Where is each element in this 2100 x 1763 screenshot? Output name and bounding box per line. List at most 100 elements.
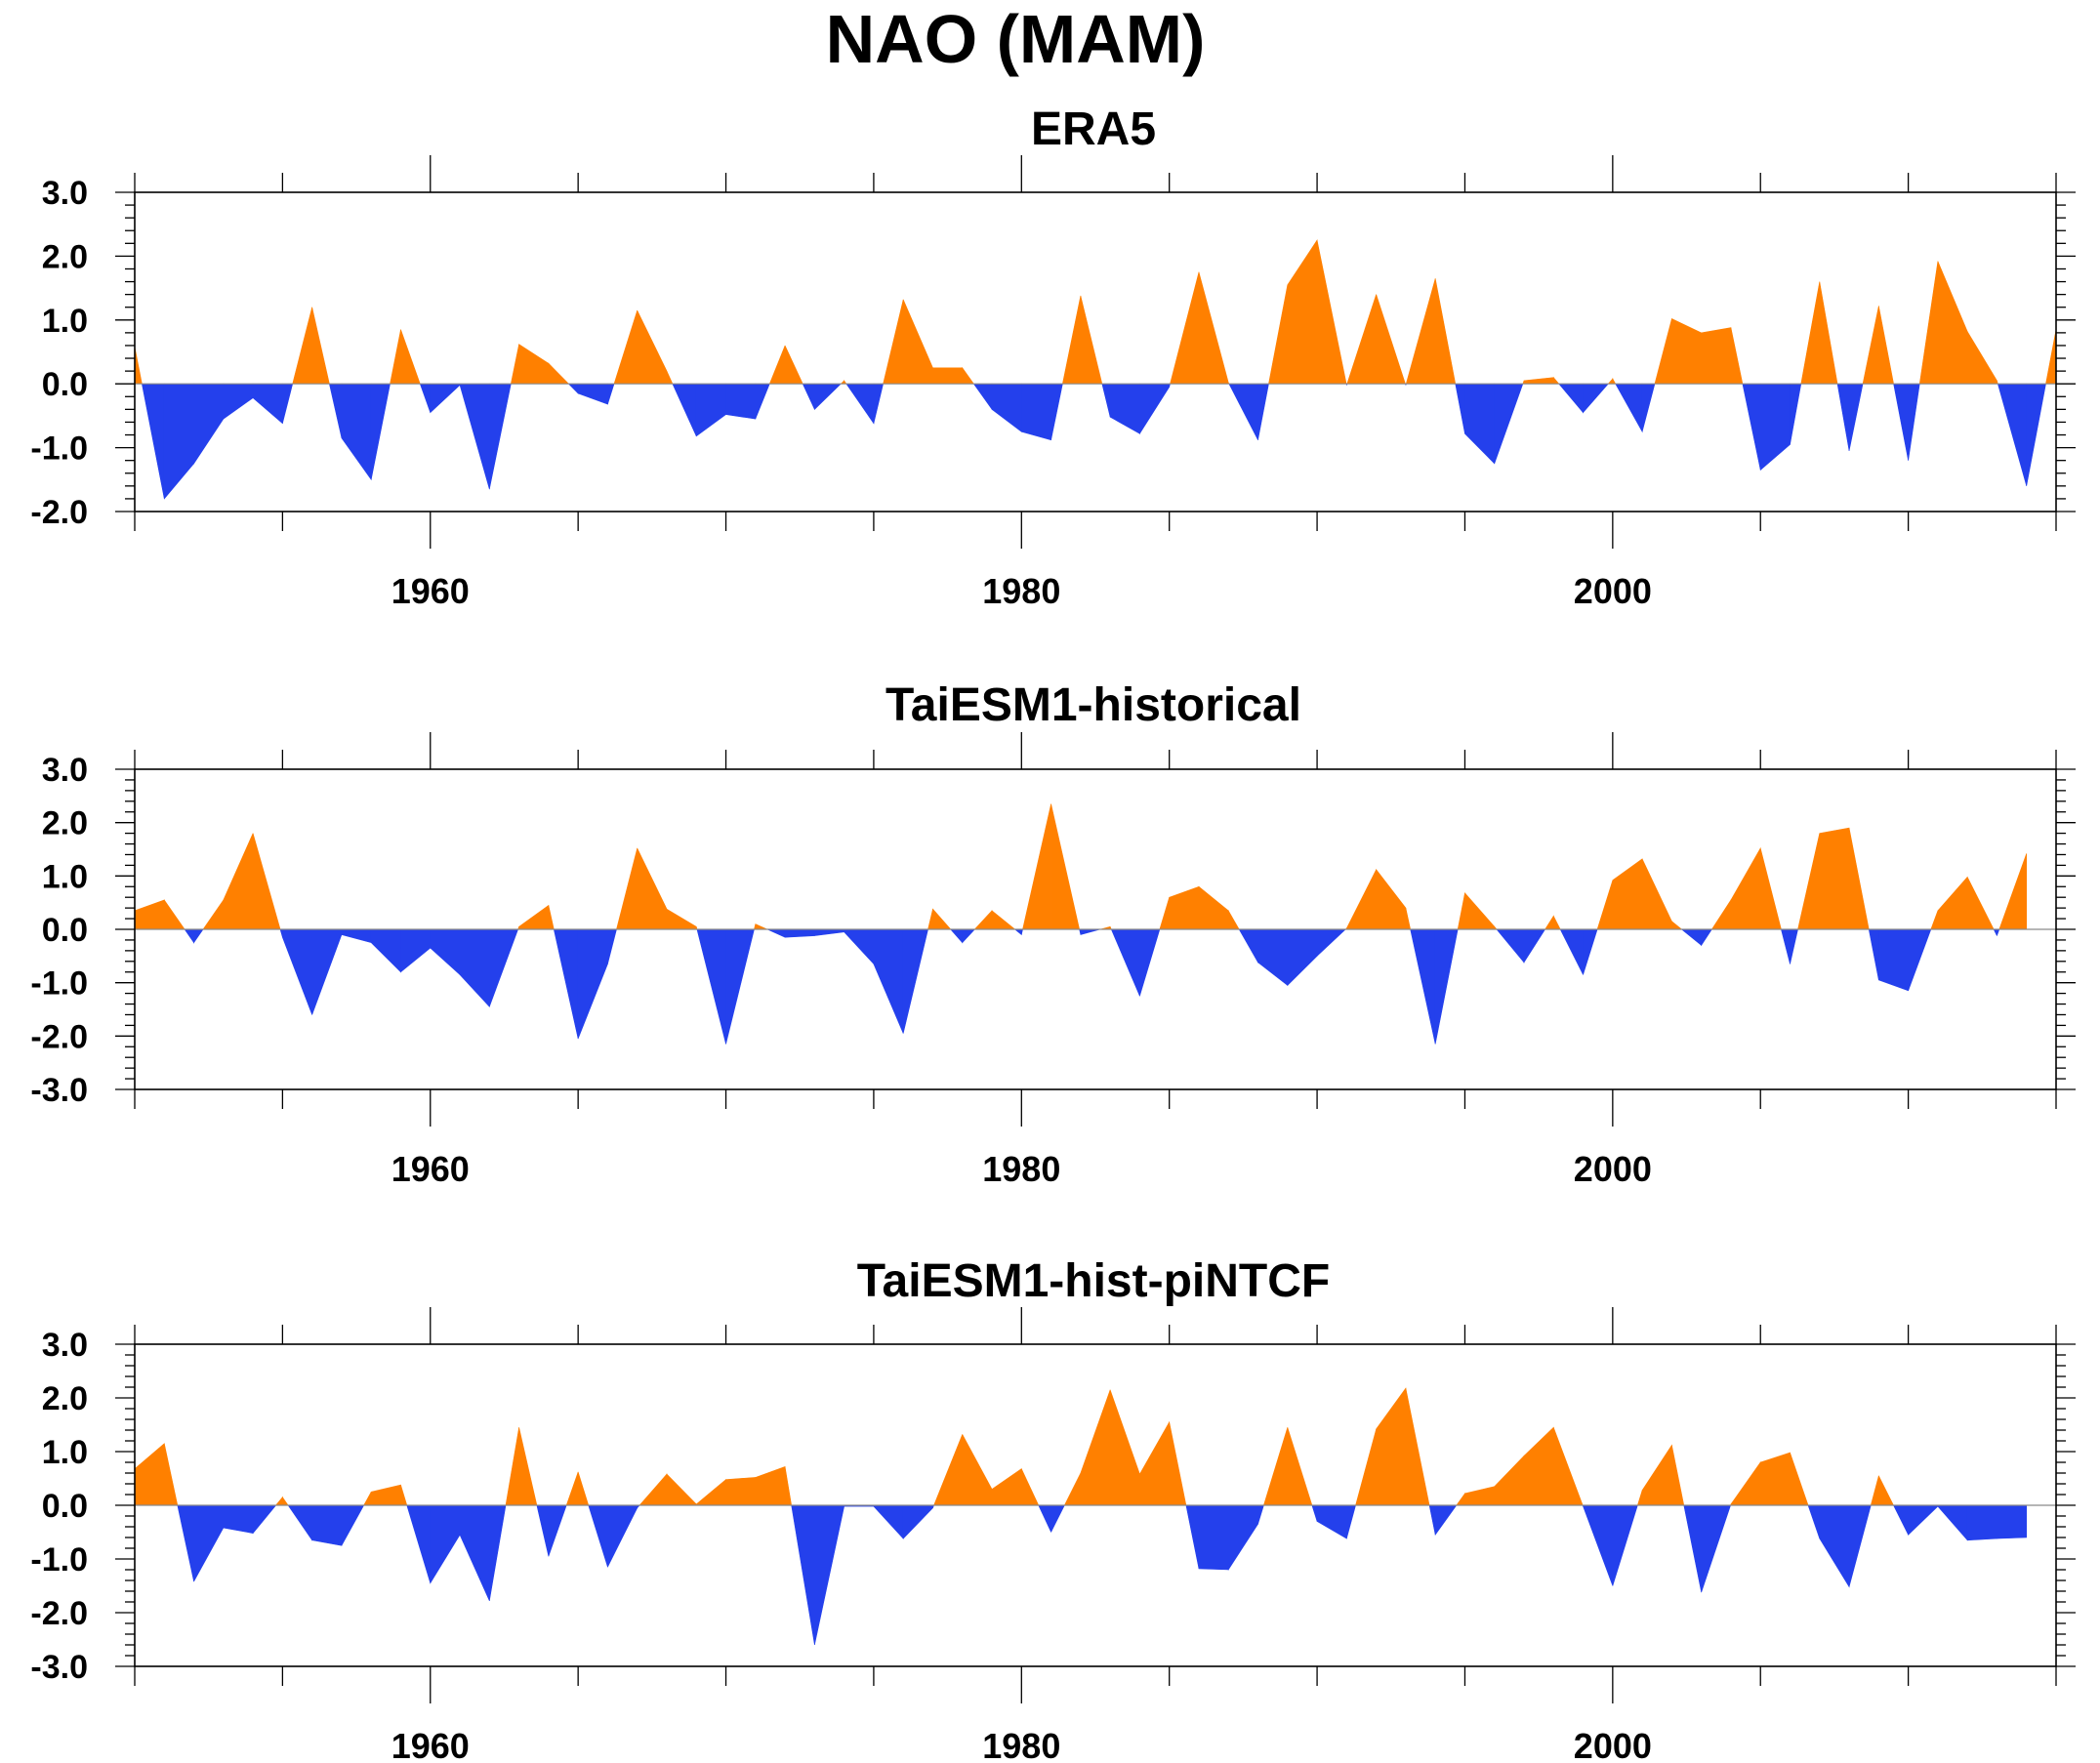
positive-anomaly-area [1998, 853, 2028, 930]
positive-anomaly-area [1287, 239, 1318, 385]
negative-anomaly-area [1742, 383, 1761, 471]
panel-2: TaiESM1-historical 3.0 2.0 1.0 0.0 -1.0 -2.0 -3… [30, 679, 2076, 1189]
positive-anomaly-area [1759, 1452, 1791, 1506]
panel-title: ERA5 [1031, 103, 1156, 155]
negative-anomaly-area [1997, 1504, 2028, 1539]
positive-anomaly-area [1636, 1490, 1643, 1506]
negative-anomaly-area [311, 1504, 343, 1546]
negative-anomaly-area [252, 1504, 277, 1535]
positive-anomaly-area [518, 344, 550, 385]
negative-anomaly-area [193, 1504, 225, 1582]
negative-anomaly-area [1198, 1504, 1229, 1571]
negative-anomaly-area [430, 1504, 461, 1584]
negative-anomaly-area [1819, 1504, 1850, 1588]
positive-anomaly-area [400, 1485, 408, 1506]
negative-anomaly-area [1316, 1504, 1347, 1539]
positive-anomaly-area [1701, 327, 1732, 385]
positive-anomaly-area [1671, 1445, 1685, 1506]
positive-anomaly-area [1918, 261, 1939, 385]
positive-anomaly-area [1671, 318, 1702, 385]
positive-anomaly-area [638, 1473, 668, 1506]
negative-anomaly-area [370, 928, 401, 973]
positive-anomaly-area [202, 898, 225, 930]
positive-anomaly-area [1730, 846, 1761, 930]
negative-anomaly-area [341, 928, 372, 944]
y-tick-label: -1.0 [30, 1541, 88, 1578]
negative-anomaly-area [279, 928, 283, 938]
positive-anomaly-area [1494, 1455, 1525, 1506]
positive-anomaly-area [1790, 1453, 1809, 1506]
positive-anomaly-area [1287, 1427, 1313, 1506]
positive-anomaly-area [1405, 908, 1412, 930]
positive-anomaly-area [1848, 828, 1870, 930]
negative-anomaly-area [1101, 383, 1111, 418]
negative-anomaly-area [1908, 1504, 1939, 1536]
negative-anomaly-area [991, 383, 1022, 432]
positive-anomaly-area [695, 1478, 726, 1506]
y-tick-label: 3.0 [42, 752, 88, 789]
positive-anomaly-area [1878, 306, 1894, 385]
positive-anomaly-area [1198, 885, 1229, 930]
negative-anomaly-area [1790, 928, 1798, 964]
y-tick-label: -2.0 [30, 494, 88, 531]
negative-anomaly-area [814, 928, 844, 936]
negative-anomaly-area [695, 383, 726, 437]
negative-anomaly-area [1257, 1504, 1264, 1525]
positive-anomaly-area [1405, 278, 1436, 385]
positive-anomaly-area [1346, 869, 1377, 930]
negative-anomaly-area [1227, 1504, 1258, 1572]
positive-anomaly-area [134, 899, 165, 930]
positive-anomaly-area [1523, 377, 1554, 385]
negative-anomaly-area [1583, 383, 1609, 414]
positive-anomaly-area [1730, 327, 1744, 385]
positive-anomaly-area [1159, 897, 1170, 930]
negative-anomaly-area [1937, 1504, 1968, 1541]
negative-anomaly-area [553, 928, 579, 1040]
positive-anomaly-area [932, 367, 964, 385]
negative-anomaly-area [1559, 928, 1584, 975]
positive-anomaly-area [1139, 1420, 1170, 1506]
positive-anomaly-area [1800, 281, 1821, 385]
negative-anomaly-area [370, 383, 391, 480]
negative-anomaly-area [1185, 1504, 1200, 1569]
positive-anomaly-area [1930, 910, 1939, 930]
negative-anomaly-area [1790, 383, 1802, 445]
negative-anomaly-area [252, 383, 283, 425]
negative-anomaly-area [1464, 383, 1496, 465]
negative-anomaly-area [1287, 928, 1318, 987]
negative-anomaly-area [193, 928, 204, 944]
panel-3: TaiESM1-hist-piNTCF 3.0 2.0 1.0 0.0 -1.0 -2.0 -… [30, 1255, 2076, 1763]
negative-anomaly-area [791, 1504, 815, 1646]
positive-anomaly-area [548, 362, 570, 385]
positive-anomaly-area [1464, 1486, 1496, 1506]
negative-anomaly-area [489, 1504, 507, 1601]
negative-anomaly-area [902, 1504, 933, 1539]
positive-anomaly-area [613, 309, 638, 385]
positive-anomaly-area [390, 329, 401, 385]
positive-anomaly-area [1080, 1389, 1111, 1506]
negative-anomaly-area [814, 1504, 844, 1646]
x-tick-label: 2000 [1574, 571, 1652, 611]
negative-anomaly-area [845, 383, 875, 425]
positive-anomaly-area [1596, 880, 1614, 930]
negative-anomaly-area [459, 383, 490, 490]
negative-anomaly-area [607, 1504, 638, 1568]
positive-anomaly-area [1819, 281, 1838, 385]
x-tick-label: 1960 [391, 1149, 470, 1189]
positive-anomaly-area [927, 909, 933, 930]
negative-anomaly-area [844, 928, 875, 965]
negative-anomaly-area [950, 928, 964, 944]
positive-anomaly-area [902, 299, 933, 385]
negative-anomaly-area [406, 1504, 432, 1583]
y-tick-label: -3.0 [30, 1072, 88, 1109]
x-tick-label: 2000 [1574, 1726, 1652, 1763]
negative-anomaly-area [184, 928, 194, 944]
y-tick-label: -2.0 [30, 1018, 88, 1055]
negative-anomaly-area [177, 1504, 194, 1582]
positive-anomaly-area [274, 1496, 283, 1506]
negative-anomaly-area [1434, 1504, 1458, 1537]
negative-anomaly-area [1848, 1504, 1872, 1587]
negative-anomaly-area [1893, 383, 1909, 461]
positive-anomaly-area [991, 910, 1016, 930]
